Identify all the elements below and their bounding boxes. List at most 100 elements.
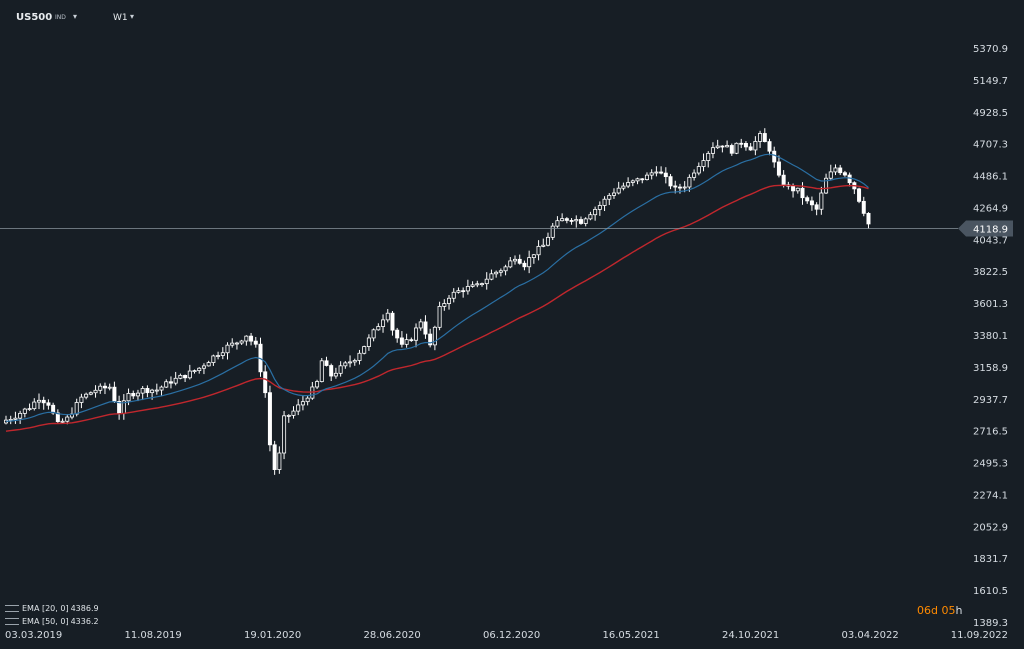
candle-body — [216, 355, 221, 357]
candle-body — [234, 342, 239, 345]
indicator-settings-icon[interactable] — [5, 605, 19, 612]
y-tick-label: 4486.1 — [973, 172, 1008, 183]
symbol-dropdown-icon[interactable]: ▾ — [73, 12, 78, 21]
candle-body — [696, 166, 701, 174]
x-tick-label: 28.06.2020 — [364, 630, 421, 641]
candle-body — [503, 266, 508, 272]
candle-body — [498, 270, 503, 273]
candle-body — [447, 297, 452, 304]
candle-body — [168, 381, 173, 384]
candle-body — [607, 194, 612, 200]
candle-body — [517, 258, 522, 264]
candle-body — [60, 420, 65, 423]
candle-body — [112, 386, 117, 402]
candle-body — [300, 401, 305, 406]
candle-body — [819, 192, 824, 210]
candle-body — [531, 254, 536, 259]
candle-body — [93, 389, 98, 394]
y-tick-label: 2937.7 — [973, 395, 1008, 406]
candle-body — [791, 185, 796, 192]
countdown-day-unit: d — [931, 604, 938, 617]
candle-body — [183, 374, 188, 379]
candle-body — [475, 283, 480, 286]
candle-body — [88, 392, 93, 395]
candle-body — [682, 186, 687, 189]
candle-body — [809, 200, 814, 206]
timeframe-dropdown-icon[interactable]: ▾ — [130, 12, 135, 21]
candle-body — [362, 346, 367, 354]
y-tick-label: 3380.1 — [973, 331, 1008, 342]
candle-body — [348, 361, 353, 364]
candle-body — [55, 412, 60, 422]
candle-body — [437, 306, 442, 328]
candle-body — [338, 365, 343, 374]
y-tick-label: 4043.7 — [973, 235, 1008, 246]
candlesticks — [4, 128, 871, 475]
candle-body — [729, 145, 734, 154]
indicator-legend-ema50[interactable]: EMA [50, 0] 4336.2 — [5, 617, 99, 626]
candle-body — [244, 335, 249, 342]
y-tick-label: 1831.7 — [973, 554, 1008, 565]
y-tick-label: 3158.9 — [973, 363, 1008, 374]
candle-body — [206, 362, 211, 367]
candle-body — [654, 171, 659, 174]
candle-body — [470, 284, 475, 287]
x-tick-label: 06.12.2020 — [483, 630, 540, 641]
candle-body — [560, 218, 565, 222]
candle-body — [753, 141, 758, 151]
indicator-settings-icon[interactable] — [5, 618, 19, 625]
candle-body — [263, 371, 268, 394]
candle-body — [611, 192, 616, 196]
candle-body — [692, 172, 697, 178]
candle-body — [824, 177, 829, 194]
candle-body — [772, 150, 777, 163]
x-tick-label: 11.08.2019 — [125, 630, 182, 641]
candle-body — [36, 399, 41, 403]
ema20-label: EMA [20, 0] — [22, 604, 69, 613]
candle-body — [640, 178, 645, 181]
candle-body — [154, 389, 159, 392]
candle-body — [489, 273, 494, 280]
y-tick-label: 5370.9 — [973, 44, 1008, 55]
candle-body — [857, 188, 862, 202]
candle-body — [249, 335, 254, 342]
candle-body — [178, 374, 183, 379]
x-tick-label: 16.05.2021 — [603, 630, 660, 641]
candle-body — [192, 370, 197, 373]
candle-body — [550, 225, 555, 238]
candle-body — [107, 386, 112, 389]
ema50-label: EMA [50, 0] — [22, 617, 69, 626]
candle-body — [343, 362, 348, 367]
y-tick-label: 3822.5 — [973, 267, 1008, 278]
candle-body — [74, 402, 79, 415]
candle-body — [451, 291, 456, 299]
candle-body — [465, 286, 470, 292]
candle-body — [366, 337, 371, 347]
candle-body — [187, 370, 192, 379]
candle-body — [201, 365, 206, 369]
timeframe-label[interactable]: W1 — [113, 13, 128, 23]
symbol-label[interactable]: US500 — [16, 12, 53, 23]
candle-body — [701, 160, 706, 167]
candle-body — [649, 172, 654, 176]
candle-body — [800, 187, 805, 199]
candle-body — [277, 452, 282, 470]
candle-body — [164, 381, 169, 388]
candle-body — [41, 399, 46, 404]
candle-body — [833, 167, 838, 173]
x-tick-label: 03.04.2022 — [842, 630, 899, 641]
candle-body — [715, 145, 720, 149]
candle-body — [27, 408, 32, 411]
candle-body — [150, 389, 155, 394]
ema-50-line — [5, 184, 869, 432]
candle-body — [22, 408, 27, 414]
candle-body — [13, 417, 18, 420]
candle-body — [159, 386, 164, 391]
indicator-legend-ema20[interactable]: EMA [20, 0] 4386.9 — [5, 604, 99, 613]
candle-body — [140, 388, 145, 394]
candle-body — [626, 182, 631, 187]
countdown-days: 06 — [917, 604, 931, 617]
countdown-hours: 05 — [941, 604, 956, 617]
candle-body — [272, 444, 277, 470]
